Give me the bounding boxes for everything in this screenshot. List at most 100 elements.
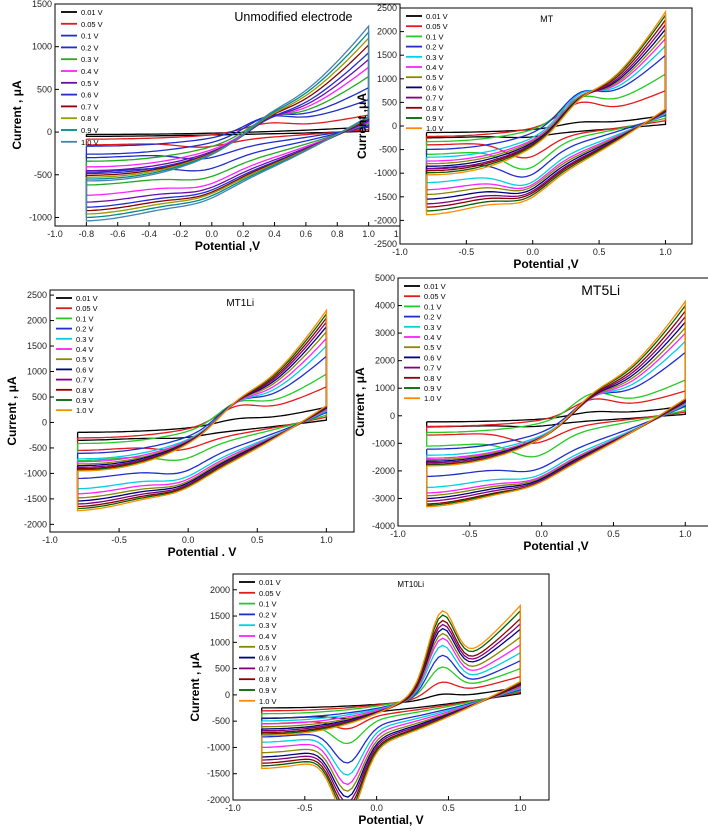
legend-label: 0.8 V	[424, 374, 442, 383]
cv-curve-0-05-V	[85, 114, 370, 148]
y-tick-label: -1500	[24, 494, 47, 504]
legend-label: 0.5 V	[259, 643, 277, 652]
legend-label: 0.5 V	[81, 79, 99, 88]
cv-curve-0-5-V	[426, 325, 686, 497]
legend-label: 0.1 V	[259, 600, 277, 609]
cv-curve-1-0-V	[261, 603, 521, 800]
legend-label: 1.0 V	[76, 406, 94, 415]
y-tick-label: -500	[379, 145, 397, 155]
legend-label: 0.6 V	[426, 83, 444, 92]
y-tick-label: -1000	[374, 168, 397, 178]
legend-label: 0.5 V	[424, 343, 442, 352]
y-axis-label: Current , μA	[353, 367, 367, 437]
legend-label: 0.01 V	[81, 8, 103, 17]
y-tick-label: 2500	[377, 3, 397, 13]
y-tick-label: -4000	[372, 521, 395, 531]
cv-curve-0-1-V	[85, 98, 370, 160]
y-tick-label: 1500	[377, 50, 397, 60]
legend-label: 0.6 V	[424, 353, 442, 362]
y-tick-label: 0	[392, 121, 397, 131]
chart-title: MT1Li	[226, 298, 254, 309]
legend-label: 1.0 V	[259, 697, 277, 706]
y-tick-label: 3000	[375, 328, 395, 338]
y-tick-label: 1500	[27, 341, 47, 351]
legend-label: 0.05 V	[424, 292, 446, 301]
x-tick-label: 0.0	[370, 803, 383, 813]
legend-label: 1.0 V	[426, 124, 444, 133]
cv-curve-0-1-V	[76, 372, 328, 462]
y-tick-label: 0	[225, 690, 230, 700]
cv-curve-0-5-V	[85, 58, 370, 203]
x-tick-label: -0.5	[459, 247, 475, 257]
x-axis-label: Potential ,V	[523, 539, 588, 553]
x-tick-label: -0.4	[141, 229, 157, 239]
y-tick-label: -1500	[374, 192, 397, 202]
cv-curve-0-3-V	[425, 44, 667, 187]
cv-curve-0-3-V	[426, 339, 686, 489]
x-tick-label: 0.0	[182, 535, 195, 545]
x-tick-label: 0.5	[251, 535, 264, 545]
cv-curves	[426, 299, 686, 508]
y-tick-label: 500	[215, 664, 230, 674]
y-tick-label: 1500	[32, 0, 52, 9]
cv-curve-0-3-V	[261, 644, 521, 776]
cv-curve-0-4-V	[76, 336, 328, 495]
y-tick-label: 500	[32, 392, 47, 402]
x-tick-label: 1.0	[679, 529, 692, 539]
legend-label: 0.4 V	[259, 632, 277, 641]
x-tick-label: -0.6	[110, 229, 126, 239]
chart-unmodified: -1.0 -0.8 -0.6 -0.4 -0.2 0.0 0.2 0.4 0.6 0.8 1.0 1.…	[10, 0, 406, 253]
y-tick-label: 1000	[375, 383, 395, 393]
legend-label: 0.7 V	[259, 664, 277, 673]
cv-curve-0-01-V	[426, 405, 686, 428]
legend-label: 0.2 V	[81, 43, 99, 52]
cv-curve-0-01-V	[85, 126, 370, 137]
legend-label: 0.9 V	[81, 126, 99, 135]
x-tick-label: 1.0	[320, 535, 333, 545]
cv-curve-0-05-V	[426, 390, 686, 444]
cv-curve-0-01-V	[261, 686, 521, 720]
legend-label: 1.0 V	[81, 138, 99, 147]
legend-label: 0.8 V	[426, 104, 444, 113]
y-tick-label: -1500	[207, 769, 230, 779]
cv-curve-0-01-V	[425, 114, 667, 139]
cv-curve-0-2-V	[426, 351, 686, 478]
y-tick-label: -500	[34, 170, 52, 180]
x-tick-label: -1.0	[392, 247, 408, 257]
legend-label: 0.4 V	[76, 345, 94, 354]
x-tick-label: 0.0	[535, 529, 548, 539]
y-tick-label: -1000	[29, 212, 52, 222]
cv-curve-0-05-V	[261, 675, 521, 730]
legend-label: 0.3 V	[426, 53, 444, 62]
chart-title: MT10Li	[397, 580, 424, 589]
y-tick-label: 4000	[375, 301, 395, 311]
y-axis-label: Current , μA	[5, 376, 19, 446]
legend-label: 1.0 V	[424, 394, 442, 403]
legend-label: 0.6 V	[259, 654, 277, 663]
cv-curve-1-0-V	[76, 308, 328, 512]
cv-curve-0-2-V	[261, 654, 521, 764]
cv-curve-0-3-V	[76, 344, 328, 490]
y-tick-label: 1000	[27, 367, 47, 377]
legend-label: 0.3 V	[76, 335, 94, 344]
cv-curve-0-01-V	[76, 406, 328, 441]
legend-label: 0.7 V	[81, 102, 99, 111]
legend-label: 0.7 V	[76, 376, 94, 385]
chart-mt5li: -1.0 -0.5 0.0 0.5 1.0 -4000 -3000 -2000 -1000 0 10…	[353, 273, 708, 553]
x-tick-label: 1.0	[659, 247, 672, 257]
legend-label: 0.01 V	[424, 282, 446, 291]
y-tick-label: 1000	[210, 637, 230, 647]
legend-label: 0.6 V	[76, 365, 94, 374]
cv-curve-0-2-V	[425, 53, 667, 178]
x-tick-label: 0.4	[268, 229, 281, 239]
cv-curves	[76, 308, 328, 512]
cv-curve-1-0-V	[85, 24, 370, 222]
y-tick-label: 500	[37, 84, 52, 94]
legend-label: 0.5 V	[76, 355, 94, 364]
y-tick-label: 2000	[210, 585, 230, 595]
cv-curve-1-0-V	[426, 299, 686, 508]
legend-label: 0.8 V	[76, 386, 94, 395]
y-tick-label: 2000	[27, 316, 47, 326]
y-tick-label: -2000	[207, 795, 230, 805]
x-tick-label: -1.0	[47, 229, 63, 239]
